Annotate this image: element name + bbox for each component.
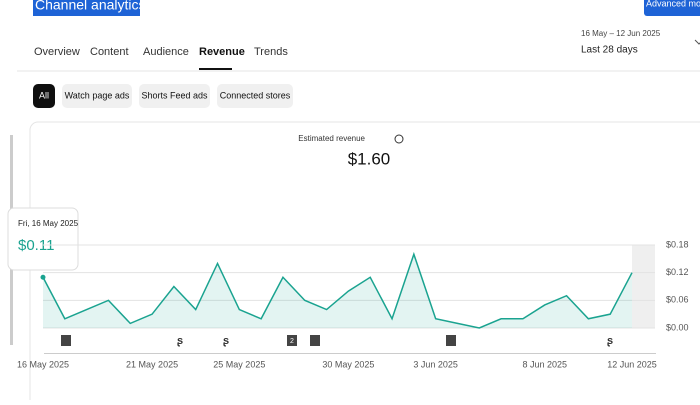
hover-point xyxy=(40,274,46,280)
tab[interactable]: Trends xyxy=(254,46,288,58)
count-marker xyxy=(287,335,297,346)
x-tick-label: 16 May 2025 xyxy=(17,359,69,369)
y-tick-label: $0.06 xyxy=(666,295,689,305)
shorts-marker: ʂ xyxy=(607,335,613,347)
video-marker xyxy=(61,335,71,346)
tab[interactable]: Audience xyxy=(143,46,189,58)
filter-chip[interactable]: All xyxy=(39,90,49,100)
active-tab-underline xyxy=(199,68,232,70)
tooltip-date: Fri, 16 May 2025 xyxy=(18,219,79,228)
advanced-mode-button[interactable] xyxy=(644,0,700,16)
y-tick-label: $0.12 xyxy=(666,267,689,277)
line xyxy=(42,251,633,329)
axis-line xyxy=(44,353,656,354)
video-marker xyxy=(446,335,456,346)
x-tick-label: 30 May 2025 xyxy=(322,359,374,369)
x-tick-label: 3 Jun 2025 xyxy=(413,359,458,369)
filter-chip[interactable]: Shorts Feed ads xyxy=(141,90,208,100)
chip-bg[interactable] xyxy=(217,84,293,108)
chip-bg[interactable] xyxy=(139,84,210,108)
tooltip xyxy=(7,207,79,271)
x-tick-label: 12 Jun 2025 xyxy=(607,359,657,369)
shorts-marker: ʂ xyxy=(177,335,183,347)
info-icon[interactable] xyxy=(394,134,404,144)
count-marker-label: 2 xyxy=(290,338,294,345)
filter-chip[interactable]: Connected stores xyxy=(220,90,291,100)
x-tick-label: 8 Jun 2025 xyxy=(522,359,567,369)
shorts-marker: ʂ xyxy=(223,335,229,347)
y-tick-label: $0.00 xyxy=(666,322,689,332)
metric-label: Estimated revenue xyxy=(298,134,365,143)
advanced-mode-label[interactable]: Advanced mode xyxy=(646,0,700,8)
x-tick-label: 25 May 2025 xyxy=(213,359,265,369)
title-highlight xyxy=(33,0,140,16)
filter-chip[interactable]: Watch page ads xyxy=(65,90,130,100)
tab[interactable]: Revenue xyxy=(199,46,245,58)
video-marker xyxy=(310,335,320,346)
x-tick-label: 21 May 2025 xyxy=(126,359,178,369)
tooltip-value: $0.11 xyxy=(18,237,54,254)
dropdown-arrow[interactable] xyxy=(694,39,700,45)
area xyxy=(43,254,632,328)
chip-bg[interactable] xyxy=(33,84,55,108)
tab[interactable]: Overview xyxy=(34,46,80,58)
y-tick-label: $0.18 xyxy=(666,239,689,249)
tab[interactable]: Content xyxy=(90,46,129,58)
chip-bg[interactable] xyxy=(62,84,132,108)
date-range: 16 May – 12 Jun 2025 xyxy=(581,29,661,38)
date-period[interactable]: Last 28 days xyxy=(581,45,638,56)
incomplete-region xyxy=(632,245,655,328)
metric-value: $1.60 xyxy=(348,149,391,168)
page-title: Channel analytics xyxy=(35,0,146,13)
